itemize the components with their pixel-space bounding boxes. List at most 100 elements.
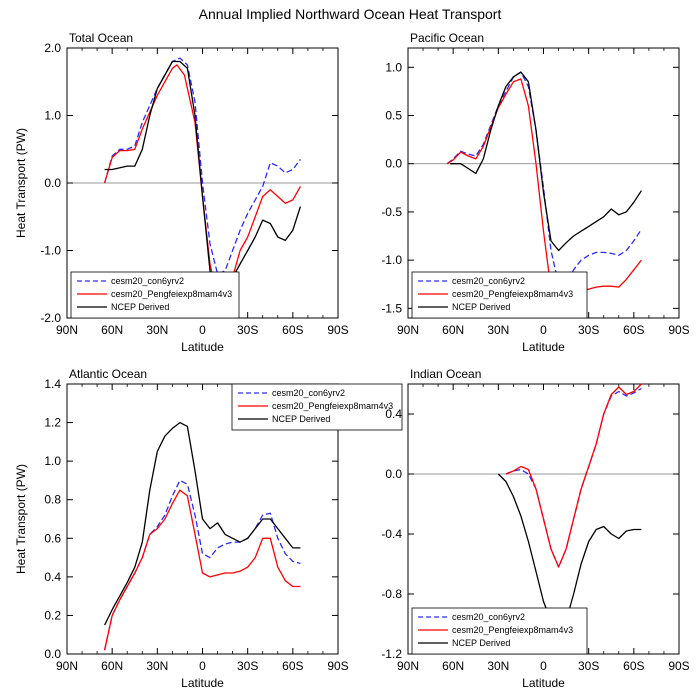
legend-box xyxy=(411,271,588,319)
panel-title: Indian Ocean xyxy=(410,367,481,381)
y-tick-label: -0.5 xyxy=(381,205,402,219)
y-tick-label: 1.2 xyxy=(44,416,61,430)
y-tick-label: 0.2 xyxy=(44,608,61,622)
x-tick-label: 60N xyxy=(442,659,464,673)
panel-title: Total Ocean xyxy=(69,31,133,45)
x-tick-label: 90N xyxy=(56,659,78,673)
legend: cesm20_con6yrv2 cesm20_Pengfeiexp8mam4v3 N… xyxy=(231,383,403,431)
y-tick-label: -1.0 xyxy=(381,253,402,267)
x-axis-label: Latitude xyxy=(522,340,565,354)
figure-title: Annual Implied Northward Ocean Heat Tran… xyxy=(199,6,502,22)
y-tick-label: -1.2 xyxy=(381,647,402,661)
x-tick-label: 0 xyxy=(540,659,547,673)
legend-label: NCEP Derived xyxy=(452,302,510,312)
y-tick-label: -1.0 xyxy=(40,244,61,258)
series-line-2 xyxy=(450,71,642,252)
x-tick-label: 30S xyxy=(578,323,599,337)
legend-label: cesm20_Pengfeiexp8mam4v3 xyxy=(111,289,232,299)
legend: cesm20_con6yrv2 cesm20_Pengfeiexp8mam4v3 N… xyxy=(411,271,588,319)
y-tick-label: 1.0 xyxy=(44,109,61,123)
legend-label: cesm20_Pengfeiexp8mam4v3 xyxy=(452,289,573,299)
legend-label: cesm20_con6yrv2 xyxy=(452,276,525,286)
panel-title: Atlantic Ocean xyxy=(69,367,147,381)
y-tick-label: 0.6 xyxy=(44,531,61,545)
y-tick-label: 0.4 xyxy=(44,570,61,584)
x-tick-label: 0 xyxy=(199,659,206,673)
x-tick-label: 60S xyxy=(623,659,644,673)
chart-panel-0: 90N 60N 30N 0 30S 60S 90S 2.0 1.0 0.0 -1.0 -2.0 Tota… xyxy=(14,31,349,354)
y-tick-label: 1.0 xyxy=(385,60,402,74)
x-tick-label: 30S xyxy=(237,659,258,673)
y-tick-label: -1.5 xyxy=(381,301,402,315)
x-tick-label: 90S xyxy=(668,659,689,673)
chart-panels: 90N 60N 30N 0 30S 60S 90S 2.0 1.0 0.0 -1.0 -2.0 Tota… xyxy=(14,31,690,690)
x-tick-label: 90N xyxy=(397,659,419,673)
series-line-0 xyxy=(103,479,301,651)
legend-label: NCEP Derived xyxy=(272,414,330,424)
y-tick-label: 2.0 xyxy=(44,41,61,55)
series-line-2 xyxy=(497,473,642,633)
legend-label: cesm20_Pengfeiexp8mam4v3 xyxy=(272,401,393,411)
x-tick-label: 60S xyxy=(282,323,303,337)
chart-panel-2: 90N 60N 30N 0 30S 60S 90S 1.4 1.2 1.0 0.8 0.6 0.4 0.2… xyxy=(14,367,403,690)
x-tick-label: 60N xyxy=(442,323,464,337)
x-axis-label: Latitude xyxy=(522,676,565,690)
series-line-0 xyxy=(103,57,301,275)
x-tick-label: 60N xyxy=(101,323,123,337)
series-line-0 xyxy=(505,387,642,568)
x-tick-label: 30N xyxy=(146,323,168,337)
x-tick-label: 90S xyxy=(327,659,348,673)
y-tick-label: 0.5 xyxy=(385,109,402,123)
x-tick-label: 90S xyxy=(327,323,348,337)
y-axis-label: Heat Transport (PW) xyxy=(14,128,28,238)
y-tick-label: -2.0 xyxy=(40,311,61,325)
series-line-0 xyxy=(446,71,642,285)
legend-label: cesm20_con6yrv2 xyxy=(111,276,184,286)
x-axis-label: Latitude xyxy=(181,676,224,690)
legend-label: NCEP Derived xyxy=(111,302,169,312)
series-line-1 xyxy=(103,64,301,299)
chart-panel-1: 90N 60N 30N 0 30S 60S 90S 1.0 0.5 0.0 -0.5 -1.0 -1.5… xyxy=(381,31,689,354)
y-tick-label: 0.4 xyxy=(385,407,402,421)
x-tick-label: 90N xyxy=(397,323,419,337)
y-tick-label: -0.8 xyxy=(381,587,402,601)
legend-label: cesm20_con6yrv2 xyxy=(272,388,345,398)
x-tick-label: 0 xyxy=(540,323,547,337)
y-axis-label: Heat Transport (PW) xyxy=(14,464,28,574)
x-tick-label: 90S xyxy=(668,323,689,337)
series-line-1 xyxy=(446,78,642,314)
y-tick-label: 0.8 xyxy=(44,493,61,507)
legend-box xyxy=(70,271,240,319)
x-tick-label: 60S xyxy=(623,323,644,337)
legend-box xyxy=(411,607,588,655)
legend-label: cesm20_Pengfeiexp8mam4v3 xyxy=(452,625,573,635)
x-tick-label: 0 xyxy=(199,323,206,337)
x-tick-label: 30N xyxy=(487,659,509,673)
x-tick-label: 30S xyxy=(237,323,258,337)
y-tick-label: 1.4 xyxy=(44,377,61,391)
y-tick-label: -0.4 xyxy=(381,527,402,541)
x-tick-label: 30N xyxy=(146,659,168,673)
series-line-2 xyxy=(104,421,301,626)
x-tick-label: 60S xyxy=(282,659,303,673)
legend-box xyxy=(231,383,403,431)
series-line-1 xyxy=(103,489,301,651)
y-tick-label: 0.0 xyxy=(385,157,402,171)
legend-label: NCEP Derived xyxy=(452,638,510,648)
legend: cesm20_con6yrv2 cesm20_Pengfeiexp8mam4v3 N… xyxy=(70,271,240,319)
x-tick-label: 30S xyxy=(578,659,599,673)
x-axis-label: Latitude xyxy=(181,340,224,354)
y-tick-label: 0.0 xyxy=(44,176,61,190)
y-tick-label: 0.0 xyxy=(44,647,61,661)
x-tick-label: 60N xyxy=(101,659,123,673)
x-tick-label: 90N xyxy=(56,323,78,337)
panel-title: Pacific Ocean xyxy=(410,31,484,45)
x-tick-label: 30N xyxy=(487,323,509,337)
y-tick-label: 1.0 xyxy=(44,454,61,468)
y-tick-label: 0.0 xyxy=(385,467,402,481)
legend-label: cesm20_con6yrv2 xyxy=(452,612,525,622)
series-line-1 xyxy=(505,383,642,568)
series-line-2 xyxy=(104,60,302,302)
chart-panel-3: 90N 60N 30N 0 30S 60S 90S 0.4 0.0 -0.4 -0.8 -1.2 Ind… xyxy=(381,367,689,690)
